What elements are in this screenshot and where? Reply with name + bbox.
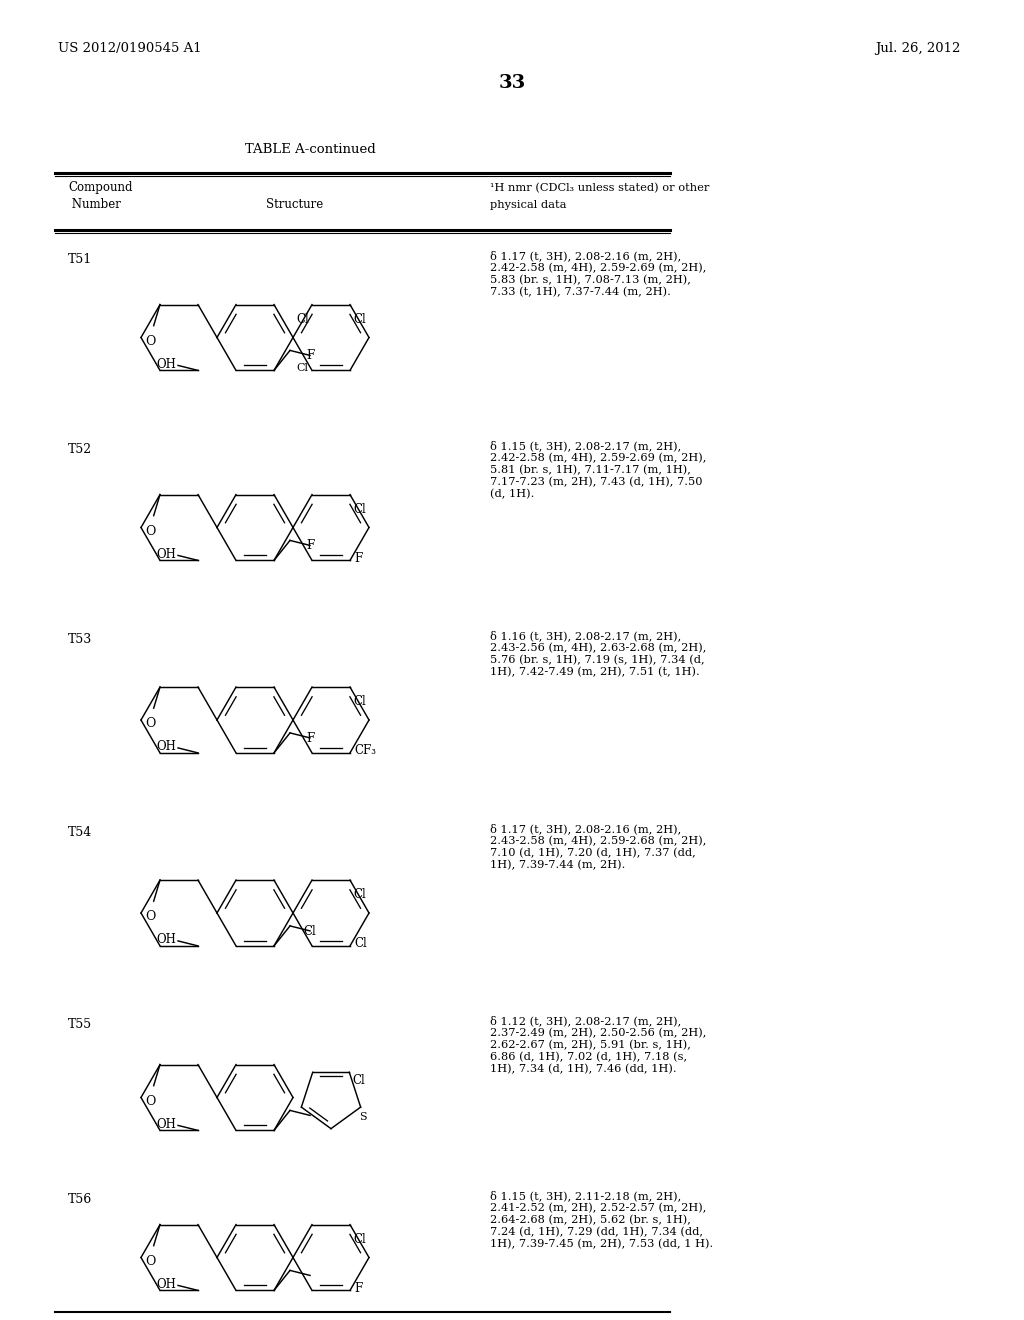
Text: Cl: Cl bbox=[296, 363, 308, 374]
Text: Compound: Compound bbox=[68, 181, 132, 194]
Text: OH: OH bbox=[156, 358, 176, 371]
Text: O: O bbox=[145, 717, 156, 730]
Text: Number: Number bbox=[68, 198, 121, 211]
Text: OH: OH bbox=[156, 741, 176, 754]
Text: US 2012/0190545 A1: US 2012/0190545 A1 bbox=[58, 42, 202, 55]
Text: F: F bbox=[354, 552, 362, 565]
Text: Cl: Cl bbox=[304, 925, 316, 939]
Text: Jul. 26, 2012: Jul. 26, 2012 bbox=[874, 42, 961, 55]
Text: δ 1.15 (t, 3H), 2.11-2.18 (m, 2H),
2.41-2.52 (m, 2H), 2.52-2.57 (m, 2H),
2.64-2.: δ 1.15 (t, 3H), 2.11-2.18 (m, 2H), 2.41-… bbox=[490, 1191, 714, 1249]
Text: T52: T52 bbox=[68, 444, 92, 455]
Text: Cl: Cl bbox=[352, 1074, 366, 1088]
Text: Cl: Cl bbox=[296, 313, 309, 326]
Text: O: O bbox=[145, 335, 156, 347]
Text: 33: 33 bbox=[499, 74, 525, 92]
Text: physical data: physical data bbox=[490, 201, 566, 210]
Text: δ 1.16 (t, 3H), 2.08-2.17 (m, 2H),
2.43-2.56 (m, 4H), 2.63-2.68 (m, 2H),
5.76 (b: δ 1.16 (t, 3H), 2.08-2.17 (m, 2H), 2.43-… bbox=[490, 630, 707, 677]
Text: ¹H nmr (CDCl₃ unless stated) or other: ¹H nmr (CDCl₃ unless stated) or other bbox=[490, 182, 710, 193]
Text: OH: OH bbox=[156, 548, 176, 561]
Text: δ 1.17 (t, 3H), 2.08-2.16 (m, 2H),
2.43-2.58 (m, 4H), 2.59-2.68 (m, 2H),
7.10 (d: δ 1.17 (t, 3H), 2.08-2.16 (m, 2H), 2.43-… bbox=[490, 822, 707, 870]
Text: TABLE A-continued: TABLE A-continued bbox=[245, 143, 376, 156]
Text: Cl: Cl bbox=[353, 313, 366, 326]
Text: Cl: Cl bbox=[353, 888, 366, 902]
Text: S: S bbox=[358, 1113, 367, 1122]
Text: Structure: Structure bbox=[266, 198, 324, 211]
Text: O: O bbox=[145, 911, 156, 923]
Text: Cl: Cl bbox=[354, 937, 367, 950]
Text: O: O bbox=[145, 1094, 156, 1107]
Text: F: F bbox=[354, 1282, 362, 1295]
Text: T56: T56 bbox=[68, 1193, 92, 1206]
Text: T54: T54 bbox=[68, 826, 92, 840]
Text: F: F bbox=[306, 540, 314, 552]
Text: δ 1.12 (t, 3H), 2.08-2.17 (m, 2H),
2.37-2.49 (m, 2H), 2.50-2.56 (m, 2H),
2.62-2.: δ 1.12 (t, 3H), 2.08-2.17 (m, 2H), 2.37-… bbox=[490, 1015, 707, 1074]
Text: CF₃: CF₃ bbox=[354, 744, 376, 758]
Text: Cl: Cl bbox=[353, 503, 366, 516]
Text: T55: T55 bbox=[68, 1018, 92, 1031]
Text: OH: OH bbox=[156, 1278, 176, 1291]
Text: Cl: Cl bbox=[353, 1233, 366, 1246]
Text: T53: T53 bbox=[68, 634, 92, 645]
Text: δ 1.17 (t, 3H), 2.08-2.16 (m, 2H),
2.42-2.58 (m, 4H), 2.59-2.69 (m, 2H),
5.83 (b: δ 1.17 (t, 3H), 2.08-2.16 (m, 2H), 2.42-… bbox=[490, 249, 707, 297]
Text: O: O bbox=[145, 1255, 156, 1267]
Text: OH: OH bbox=[156, 1118, 176, 1131]
Text: OH: OH bbox=[156, 933, 176, 946]
Text: δ 1.15 (t, 3H), 2.08-2.17 (m, 2H),
2.42-2.58 (m, 4H), 2.59-2.69 (m, 2H),
5.81 (b: δ 1.15 (t, 3H), 2.08-2.17 (m, 2H), 2.42-… bbox=[490, 440, 707, 499]
Text: O: O bbox=[145, 524, 156, 537]
Text: T51: T51 bbox=[68, 253, 92, 267]
Text: F: F bbox=[306, 731, 314, 744]
Text: F: F bbox=[306, 350, 314, 363]
Text: Cl: Cl bbox=[353, 696, 366, 708]
